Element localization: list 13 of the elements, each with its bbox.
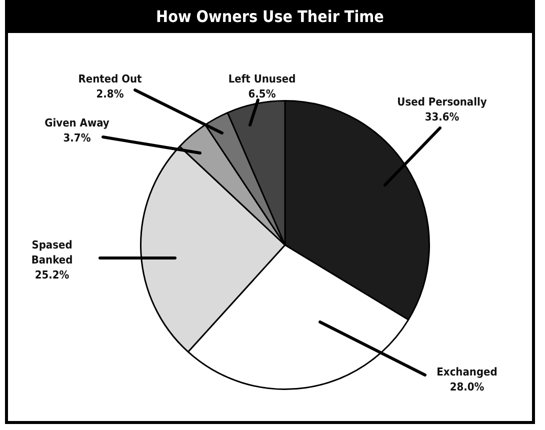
data-label: 6.5%	[248, 87, 276, 100]
slice-label: Exchanged	[436, 365, 498, 378]
slice-label: Rented Out	[78, 72, 142, 86]
slice-label: Spased Banked	[31, 238, 73, 266]
data-label: 33.6%	[424, 110, 460, 124]
data-label: 28.0%	[450, 380, 484, 394]
data-label: 3.7%	[63, 131, 91, 144]
slice-label: Given Away	[44, 116, 110, 130]
chart-title: How Owners Use Their Time	[5, 0, 535, 33]
data-label: 25.2%	[34, 268, 70, 282]
slice-label: Left Unused	[228, 72, 296, 86]
data-label: 2.8%	[96, 87, 124, 100]
slice-label: Used Personally	[397, 95, 488, 108]
